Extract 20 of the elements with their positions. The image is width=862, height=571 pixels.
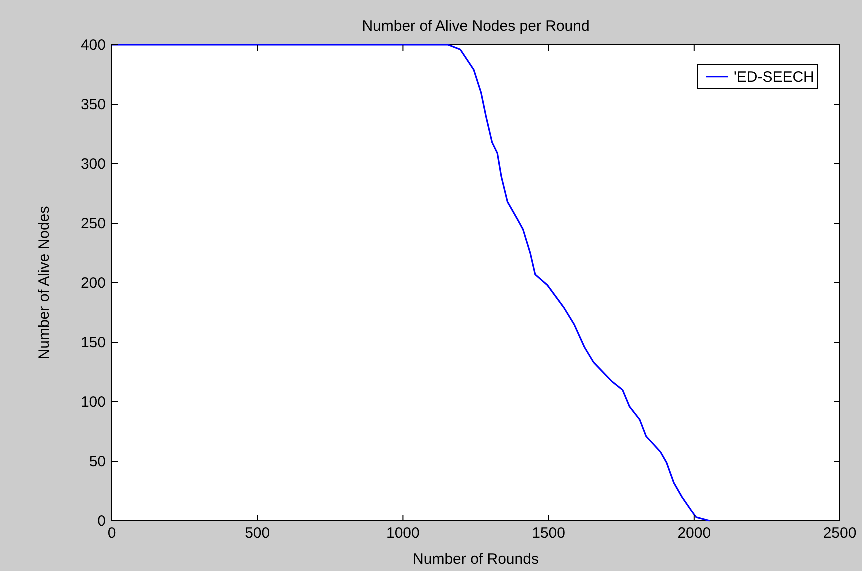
x-tick-label: 1500 [532,525,566,542]
legend-label: 'ED-SEECH [734,69,814,86]
y-tick-label: 400 [80,37,106,54]
y-tick-label: 0 [98,513,106,530]
y-tick-label: 100 [80,394,106,411]
y-tick-label: 150 [80,334,106,352]
x-tick-label: 1000 [386,525,420,542]
x-tick-label: 0 [108,525,116,542]
x-axis-title: Number of Rounds [413,551,539,568]
y-axis-title: Number of Alive Nodes [36,206,53,360]
x-tick-label: 2000 [678,525,712,542]
y-tick-label: 250 [80,216,106,232]
y-tick-label: 200 [80,275,106,292]
y-tick-label: 50 [89,454,106,470]
y-tick-label: 350 [80,96,106,114]
y-tick-label: 300 [80,156,106,173]
x-tick-label: 2500 [823,525,857,542]
line-series [112,44,711,522]
chart-title: Number of Alive Nodes per Round [362,18,590,35]
x-tick-label: 500 [245,525,270,542]
